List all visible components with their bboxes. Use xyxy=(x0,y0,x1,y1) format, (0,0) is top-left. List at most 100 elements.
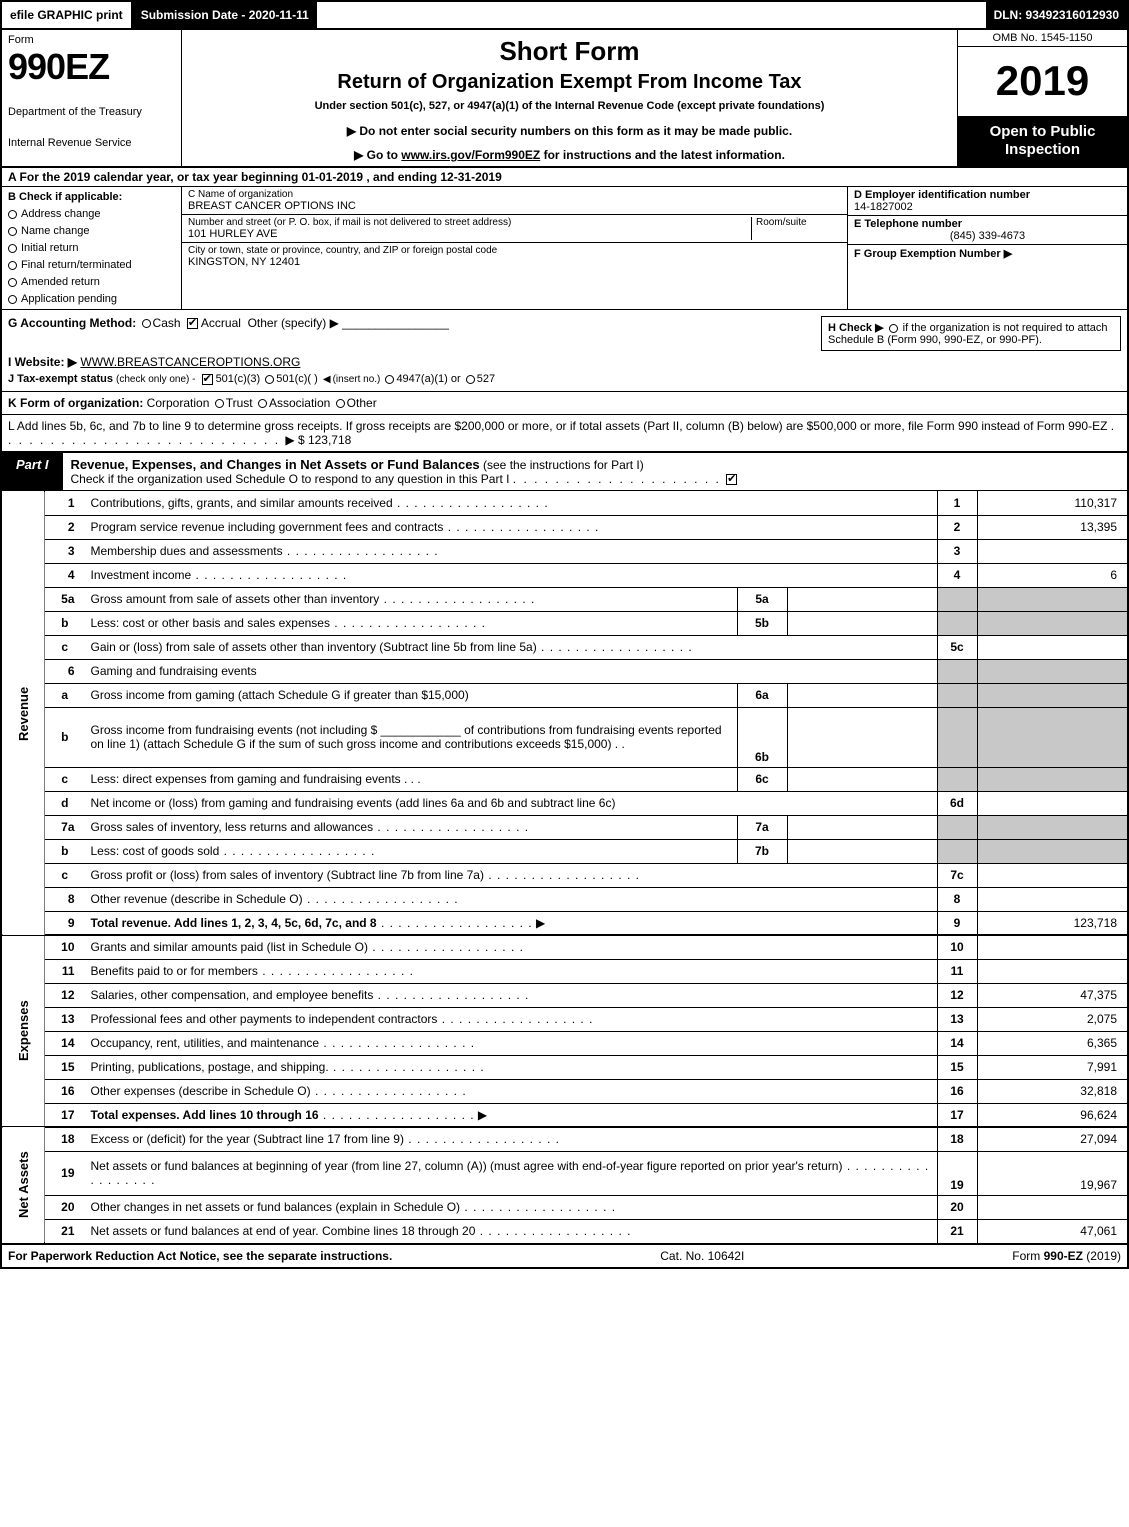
line-6b-subno: 6b xyxy=(737,707,787,767)
line-7b-numcell xyxy=(937,839,977,863)
line-14-row: 14 Occupancy, rent, utilities, and maint… xyxy=(2,1031,1127,1055)
line-13-desc: Professional fees and other payments to … xyxy=(91,1012,594,1026)
527-radio[interactable] xyxy=(466,375,475,384)
accrual-label: Accrual xyxy=(201,316,241,330)
line-7a-numcell xyxy=(937,815,977,839)
accrual-checkbox[interactable] xyxy=(187,318,198,329)
501c-radio[interactable] xyxy=(265,375,274,384)
form-label: Form xyxy=(8,34,175,46)
501c-label: 501(c)( ) xyxy=(276,373,318,385)
line-6a-no: a xyxy=(45,683,85,707)
line-6c-subno: 6c xyxy=(737,767,787,791)
line-4-val: 6 xyxy=(977,563,1127,587)
instructions-link-line: ▶ Go to www.irs.gov/Form990EZ for instru… xyxy=(188,148,951,162)
footer-right-form: 990-EZ xyxy=(1044,1249,1083,1263)
line-17-val: 96,624 xyxy=(977,1103,1127,1127)
line-5b-numcell xyxy=(937,611,977,635)
line-9-desc: Total revenue. Add lines 1, 2, 3, 4, 5c,… xyxy=(91,916,377,930)
tax-year: 2019 xyxy=(958,47,1127,117)
line-8-num: 8 xyxy=(937,887,977,911)
line-7b-subno: 7b xyxy=(737,839,787,863)
line-7b-no: b xyxy=(45,839,85,863)
line-12-row: 12 Salaries, other compensation, and emp… xyxy=(2,983,1127,1007)
org-address-label: Number and street (or P. O. box, if mail… xyxy=(188,217,751,228)
line-7a-row: 7a Gross sales of inventory, less return… xyxy=(2,815,1127,839)
line-13-num: 13 xyxy=(937,1007,977,1031)
opt-name-change[interactable]: Name change xyxy=(8,225,175,237)
line-21-row: 21 Net assets or fund balances at end of… xyxy=(2,1219,1127,1243)
line-7b-desc: Less: cost of goods sold xyxy=(91,844,376,858)
trust-label: Trust xyxy=(226,396,253,410)
line-13-no: 13 xyxy=(45,1007,85,1031)
line-12-no: 12 xyxy=(45,983,85,1007)
501c3-checkbox[interactable] xyxy=(202,374,213,385)
line-8-val xyxy=(977,887,1127,911)
line-5b-desc: Less: cost or other basis and sales expe… xyxy=(91,616,487,630)
schedule-o-checkbox[interactable] xyxy=(726,474,737,485)
opt-address-change[interactable]: Address change xyxy=(8,208,175,220)
line-17-no: 17 xyxy=(45,1103,85,1127)
footer-right: Form 990-EZ (2019) xyxy=(1012,1249,1121,1263)
line-7b-subval xyxy=(787,839,937,863)
opt-amended-return[interactable]: Amended return xyxy=(8,276,175,288)
line-1-num: 1 xyxy=(937,491,977,515)
line-11-val xyxy=(977,959,1127,983)
group-exemption-label: F Group Exemption Number ▶ xyxy=(854,247,1121,260)
other-radio[interactable] xyxy=(336,399,345,408)
section-d-ein: D Employer identification number 14-1827… xyxy=(847,187,1127,309)
corporation-label: Corporation xyxy=(147,396,210,410)
open-public-inspection: Open to Public Inspection xyxy=(958,117,1127,167)
phone-value: (845) 339-4673 xyxy=(854,230,1121,242)
line-1-val: 110,317 xyxy=(977,491,1127,515)
line-4-desc: Investment income xyxy=(91,568,348,582)
line-9-no: 9 xyxy=(45,911,85,935)
section-b-label: B Check if applicable: xyxy=(8,191,175,203)
cash-radio[interactable] xyxy=(142,319,151,328)
4947-radio[interactable] xyxy=(385,375,394,384)
cash-label: Cash xyxy=(153,316,181,330)
other-org-label: Other xyxy=(347,396,377,410)
part-1-header: Part I Revenue, Expenses, and Changes in… xyxy=(2,453,1127,491)
line-19-val: 19,967 xyxy=(977,1151,1127,1195)
schedule-b-radio[interactable] xyxy=(889,324,898,333)
line-19-desc: Net assets or fund balances at beginning… xyxy=(91,1159,843,1173)
line-6-numcell xyxy=(937,659,977,683)
line-2-row: 2 Program service revenue including gove… xyxy=(2,515,1127,539)
opt-amended-return-label: Amended return xyxy=(21,276,100,288)
association-radio[interactable] xyxy=(258,399,267,408)
line-20-no: 20 xyxy=(45,1195,85,1219)
website-link[interactable]: WWW.BREASTCANCEROPTIONS.ORG xyxy=(80,355,300,369)
trust-radio[interactable] xyxy=(215,399,224,408)
line-1-row: Revenue 1 Contributions, gifts, grants, … xyxy=(2,491,1127,515)
other-label: Other (specify) ▶ xyxy=(248,316,339,330)
line-6a-valcell xyxy=(977,683,1127,707)
org-city-label: City or town, state or province, country… xyxy=(188,245,841,256)
line-21-val: 47,061 xyxy=(977,1219,1127,1243)
line-6d-desc: Net income or (loss) from gaming and fun… xyxy=(85,791,938,815)
part-1-title: Revenue, Expenses, and Changes in Net As… xyxy=(71,457,480,472)
line-6b-subval xyxy=(787,707,937,767)
section-a-taxyear: A For the 2019 calendar year, or tax yea… xyxy=(2,168,1127,187)
line-7a-subval xyxy=(787,815,937,839)
line-10-no: 10 xyxy=(45,935,85,959)
org-name-label: C Name of organization xyxy=(188,189,841,200)
line-21-no: 21 xyxy=(45,1219,85,1243)
opt-application-pending[interactable]: Application pending xyxy=(8,293,175,305)
line-20-val xyxy=(977,1195,1127,1219)
line-7c-no: c xyxy=(45,863,85,887)
opt-name-change-label: Name change xyxy=(21,225,90,237)
line-6b-row: b Gross income from fundraising events (… xyxy=(2,707,1127,767)
line-7a-desc: Gross sales of inventory, less returns a… xyxy=(91,820,530,834)
efile-print-link[interactable]: efile GRAPHIC print xyxy=(2,2,133,28)
line-6d-num: 6d xyxy=(937,791,977,815)
line-5a-valcell xyxy=(977,587,1127,611)
section-b-checkboxes: B Check if applicable: Address change Na… xyxy=(2,187,182,309)
line-8-no: 8 xyxy=(45,887,85,911)
opt-initial-return[interactable]: Initial return xyxy=(8,242,175,254)
irs-link[interactable]: www.irs.gov/Form990EZ xyxy=(401,148,540,162)
line-6c-numcell xyxy=(937,767,977,791)
line-20-row: 20 Other changes in net assets or fund b… xyxy=(2,1195,1127,1219)
row-i-website: I Website: ▶ WWW.BREASTCANCEROPTIONS.ORG xyxy=(8,355,1121,369)
opt-final-return[interactable]: Final return/terminated xyxy=(8,259,175,271)
org-city: KINGSTON, NY 12401 xyxy=(188,256,841,268)
